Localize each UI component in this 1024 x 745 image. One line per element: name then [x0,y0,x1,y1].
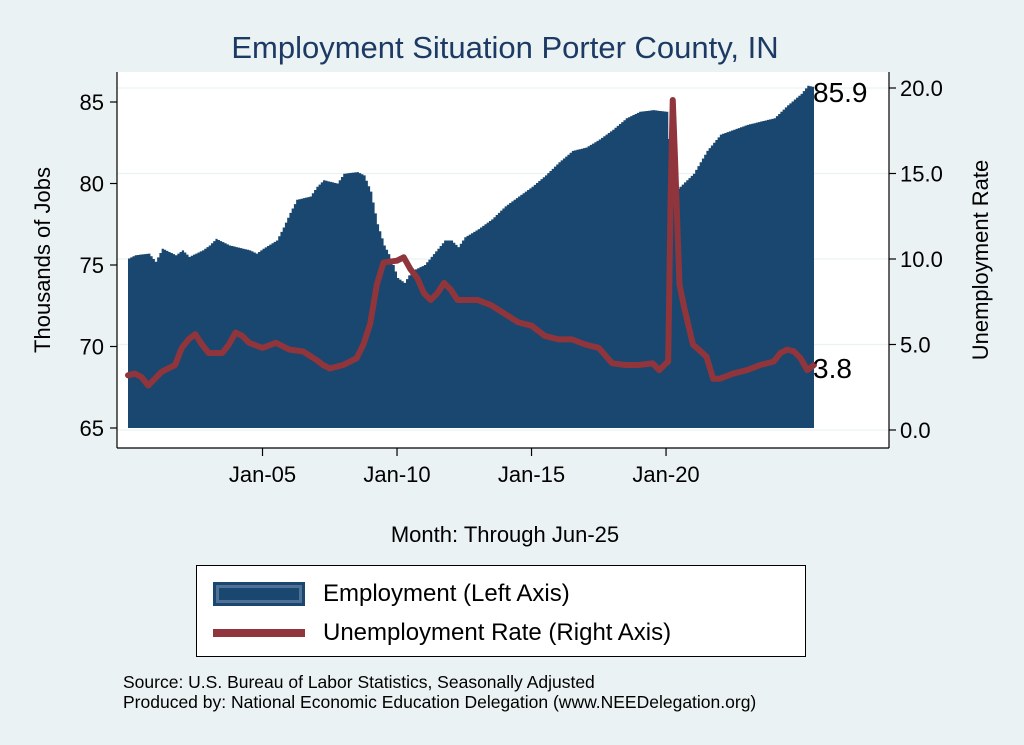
unemployment-line [125,96,817,389]
x-tick-label-Jan-05: Jan-05 [229,462,296,487]
left-tick-label-80: 80 [80,172,104,197]
left-tick-label-75: 75 [80,253,104,278]
x-axis-ticks: Jan-05 Jan-10 Jan-15 Jan-20 [229,448,700,487]
left-axis-title: Thousands of Jobs [30,167,55,353]
right-axis-ticks: 0.0 5.0 10.0 15.0 20.0 [889,76,943,443]
right-tick-label-5.0: 5.0 [900,333,931,358]
x-tick-label-Jan-10: Jan-10 [363,462,430,487]
right-tick-label-20.0: 20.0 [900,76,943,101]
unemployment-line-layer [125,96,817,389]
left-tick-label-70: 70 [80,335,104,360]
legend-label-employment: Employment (Left Axis) [323,580,570,607]
x-tick-label-Jan-20: Jan-20 [632,462,699,487]
producer-note: Produced by: National Economic Education… [123,692,757,712]
legend-item-unemployment: Unemployment Rate (Right Axis) [213,618,671,648]
unemployment-end-label: 3.8 [813,353,852,384]
legend-swatch-employment [213,582,305,606]
right-tick-label-10.0: 10.0 [900,247,943,272]
legend-item-employment: Employment (Left Axis) [213,579,570,609]
chart-title: Employment Situation Porter County, IN [231,30,778,65]
right-tick-label-15.0: 15.0 [900,162,943,187]
right-axis-title: Unemployment Rate [968,160,993,361]
employment-area [128,85,814,428]
employment-area-layer [128,85,814,428]
employment-end-label: 85.9 [813,77,868,108]
left-tick-label-85: 85 [80,90,104,115]
footnotes: Source: U.S. Bureau of Labor Statistics,… [123,672,756,712]
x-tick-label-Jan-15: Jan-15 [498,462,565,487]
right-tick-label-0.0: 0.0 [900,418,931,443]
left-tick-label-65: 65 [80,416,104,441]
legend-label-unemployment: Unemployment Rate (Right Axis) [323,619,672,646]
left-axis-ticks: 65 70 75 80 85 [80,90,117,441]
source-note: Source: U.S. Bureau of Labor Statistics,… [123,672,595,692]
legend: Employment (Left Axis) Unemployment Rate… [196,565,806,657]
x-axis-title: Month: Through Jun-25 [391,522,619,547]
legend-swatch-unemployment [213,629,305,637]
